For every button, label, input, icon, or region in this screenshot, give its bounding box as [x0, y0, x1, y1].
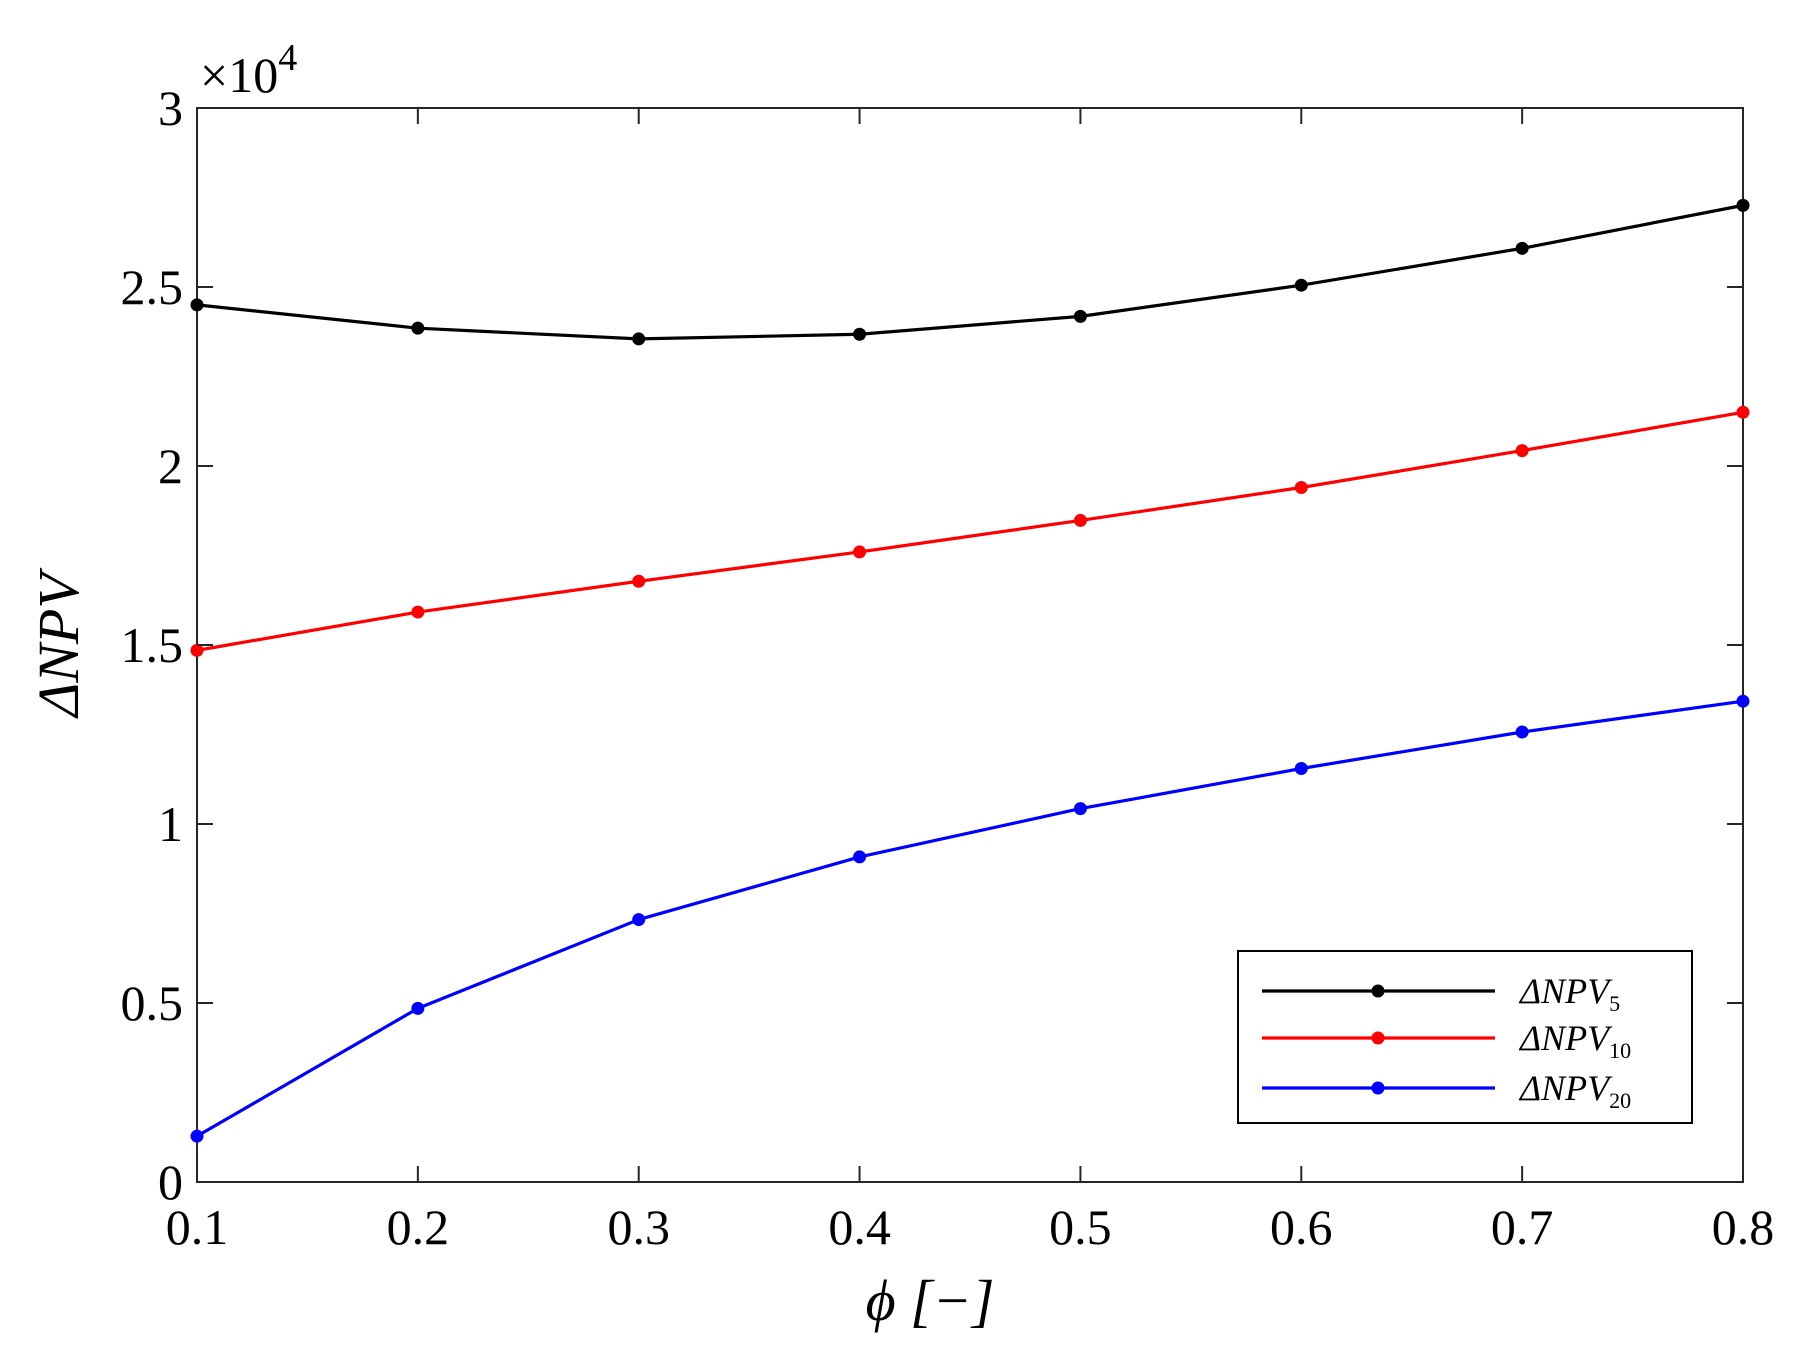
x-axis-label: ϕ [−] — [866, 1268, 995, 1333]
data-point — [853, 545, 867, 559]
y-tick-label: 0 — [158, 1154, 183, 1210]
data-point — [411, 605, 425, 619]
x-tick-label: 0.2 — [387, 1199, 450, 1255]
data-point — [1073, 802, 1087, 816]
x-tick-label: 0.1 — [166, 1199, 229, 1255]
data-point — [1515, 725, 1529, 739]
x-tick-label: 0.6 — [1270, 1199, 1333, 1255]
data-point — [632, 913, 646, 927]
x-tick-label: 0.5 — [1049, 1199, 1112, 1255]
legend-marker — [1371, 984, 1385, 998]
y-axis-multiplier-base: ×10 — [200, 47, 278, 103]
x-tick-label: 0.4 — [828, 1199, 891, 1255]
data-point — [190, 298, 204, 312]
legend-label-base: ΔNPV — [1518, 1018, 1613, 1058]
data-point — [853, 850, 867, 864]
data-point — [1294, 278, 1308, 292]
series-line — [196, 699, 1744, 1138]
legend-item: ΔNPV20 — [1262, 1068, 1631, 1113]
legend-marker — [1371, 1031, 1385, 1045]
data-point — [1294, 762, 1308, 776]
y-axis-label: ΔNPV — [26, 567, 91, 719]
legend-label-subscript: 20 — [1609, 1088, 1631, 1113]
y-tick-label: 2.5 — [121, 259, 184, 315]
legend-label: ΔNPV10 — [1518, 1018, 1631, 1063]
data-point — [1736, 694, 1750, 708]
legend-label-subscript: 10 — [1609, 1038, 1631, 1063]
y-axis-multiplier: ×104 — [200, 37, 297, 103]
data-point — [190, 643, 204, 657]
series-line — [196, 203, 1744, 341]
legend-label: ΔNPV20 — [1518, 1068, 1631, 1113]
data-point — [411, 321, 425, 335]
y-tick-label: 1 — [158, 796, 183, 852]
y-axis-multiplier-exponent: 4 — [278, 37, 297, 79]
axis-labels: ×104 ϕ [−] ΔNPV — [26, 37, 994, 1333]
tick-layer: 0.1 0.2 0.3 0.4 0.5 0.6 0.7 0.8 0 0.5 1 1.5 2 2.5 3 — [121, 80, 1775, 1255]
data-point — [853, 327, 867, 341]
legend-item: ΔNPV5 — [1262, 971, 1620, 1016]
series-10 — [190, 405, 1750, 657]
data-point — [1073, 513, 1087, 527]
data-point — [1736, 198, 1750, 212]
data-point — [1736, 405, 1750, 419]
data-point — [632, 332, 646, 346]
legend-label: ΔNPV5 — [1518, 971, 1620, 1016]
x-tick-label: 0.3 — [607, 1199, 670, 1255]
series-line — [196, 410, 1744, 652]
data-point — [632, 574, 646, 588]
y-tick-label: 2 — [158, 438, 183, 494]
legend-item: ΔNPV10 — [1262, 1018, 1631, 1063]
data-point — [1515, 444, 1529, 458]
legend-label-base: ΔNPV — [1518, 1068, 1613, 1108]
y-tick-label: 3 — [158, 80, 183, 136]
y-tick-label: 1.5 — [121, 617, 184, 673]
data-point — [190, 1129, 204, 1143]
x-tick-label: 0.8 — [1712, 1199, 1775, 1255]
y-tick-label: 0.5 — [121, 975, 184, 1031]
x-tick-label: 0.7 — [1491, 1199, 1554, 1255]
data-point — [1515, 241, 1529, 255]
legend-label-base: ΔNPV — [1518, 971, 1613, 1011]
data-point — [411, 1001, 425, 1015]
legend-marker — [1371, 1081, 1385, 1095]
series-layer — [190, 198, 1750, 1143]
data-point — [1294, 480, 1308, 494]
data-point — [1073, 309, 1087, 323]
series-20 — [190, 694, 1750, 1143]
series-5 — [190, 198, 1750, 346]
legend-label-subscript: 5 — [1609, 991, 1620, 1016]
